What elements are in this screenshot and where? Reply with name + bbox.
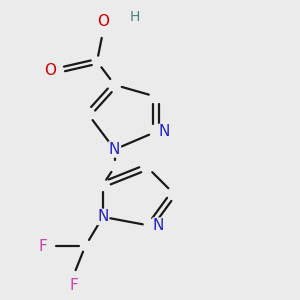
Text: N: N bbox=[159, 124, 170, 139]
Text: F: F bbox=[69, 278, 78, 293]
Text: N: N bbox=[97, 209, 109, 224]
Text: N: N bbox=[153, 218, 164, 233]
Text: N: N bbox=[109, 142, 120, 157]
Text: O: O bbox=[44, 63, 56, 78]
Text: H: H bbox=[129, 11, 140, 24]
Text: F: F bbox=[38, 239, 47, 254]
Text: O: O bbox=[97, 14, 109, 29]
